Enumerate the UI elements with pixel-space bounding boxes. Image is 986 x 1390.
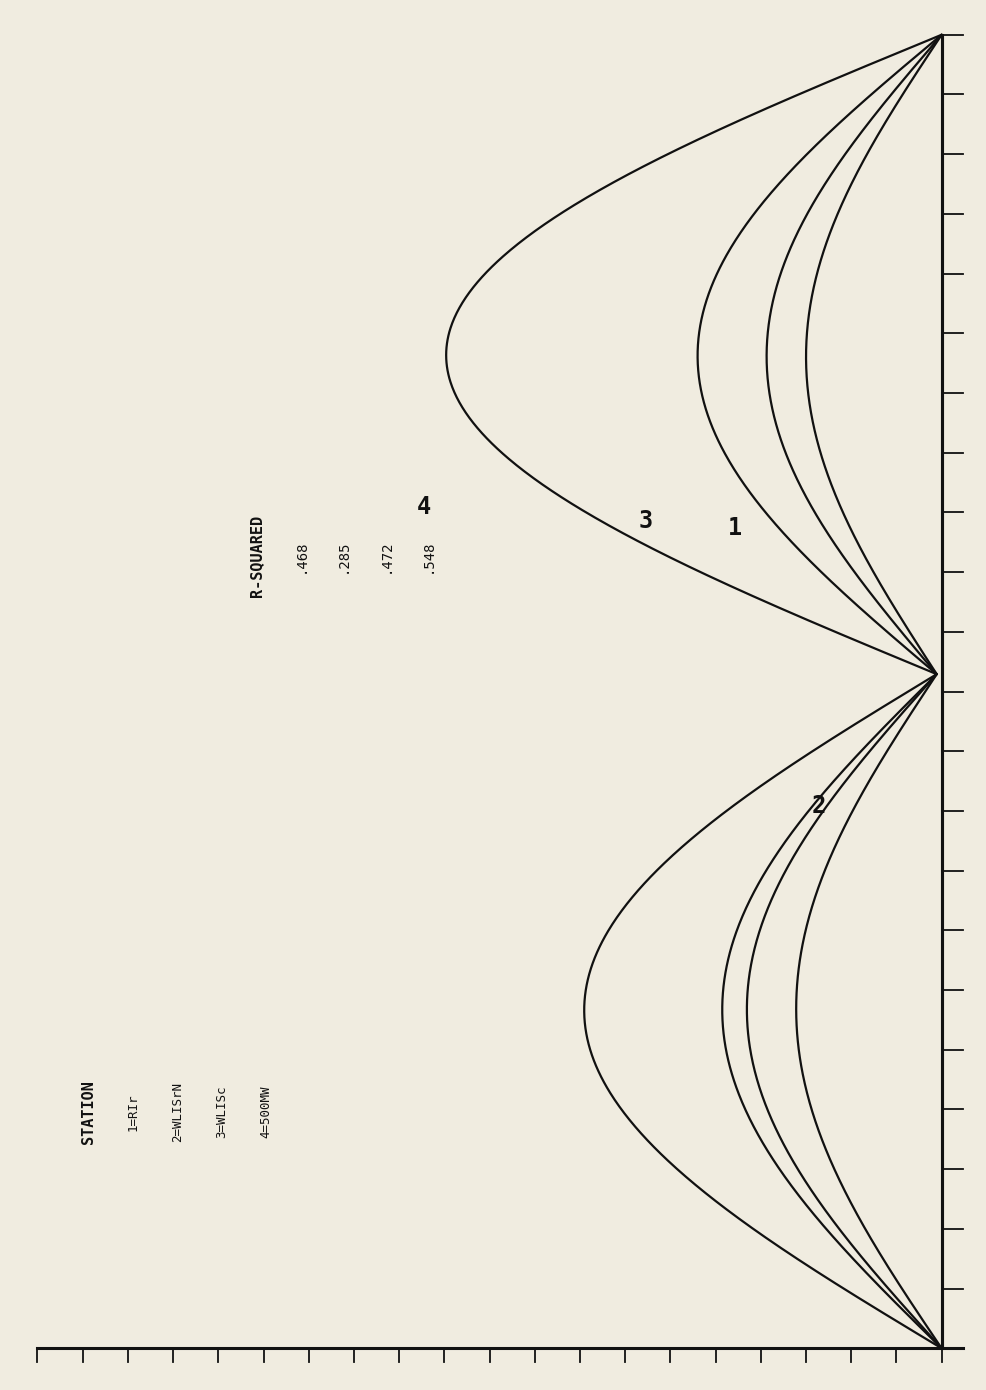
- Text: 2: 2: [811, 794, 825, 819]
- Text: R-SQUARED: R-SQUARED: [248, 514, 264, 598]
- Text: 4: 4: [417, 495, 431, 520]
- Text: 3: 3: [639, 509, 653, 534]
- Text: .285: .285: [336, 539, 350, 573]
- Text: .468: .468: [294, 539, 308, 573]
- Text: 1=RIr: 1=RIr: [126, 1094, 140, 1130]
- Text: 4=500MW: 4=500MW: [259, 1086, 273, 1138]
- Text: .472: .472: [379, 539, 392, 573]
- Text: STATION: STATION: [81, 1080, 97, 1144]
- Text: 1: 1: [728, 516, 741, 541]
- Text: .548: .548: [421, 539, 435, 573]
- Text: 2=WLISrN: 2=WLISrN: [171, 1081, 184, 1143]
- Text: 3=WLISc: 3=WLISc: [215, 1086, 229, 1138]
